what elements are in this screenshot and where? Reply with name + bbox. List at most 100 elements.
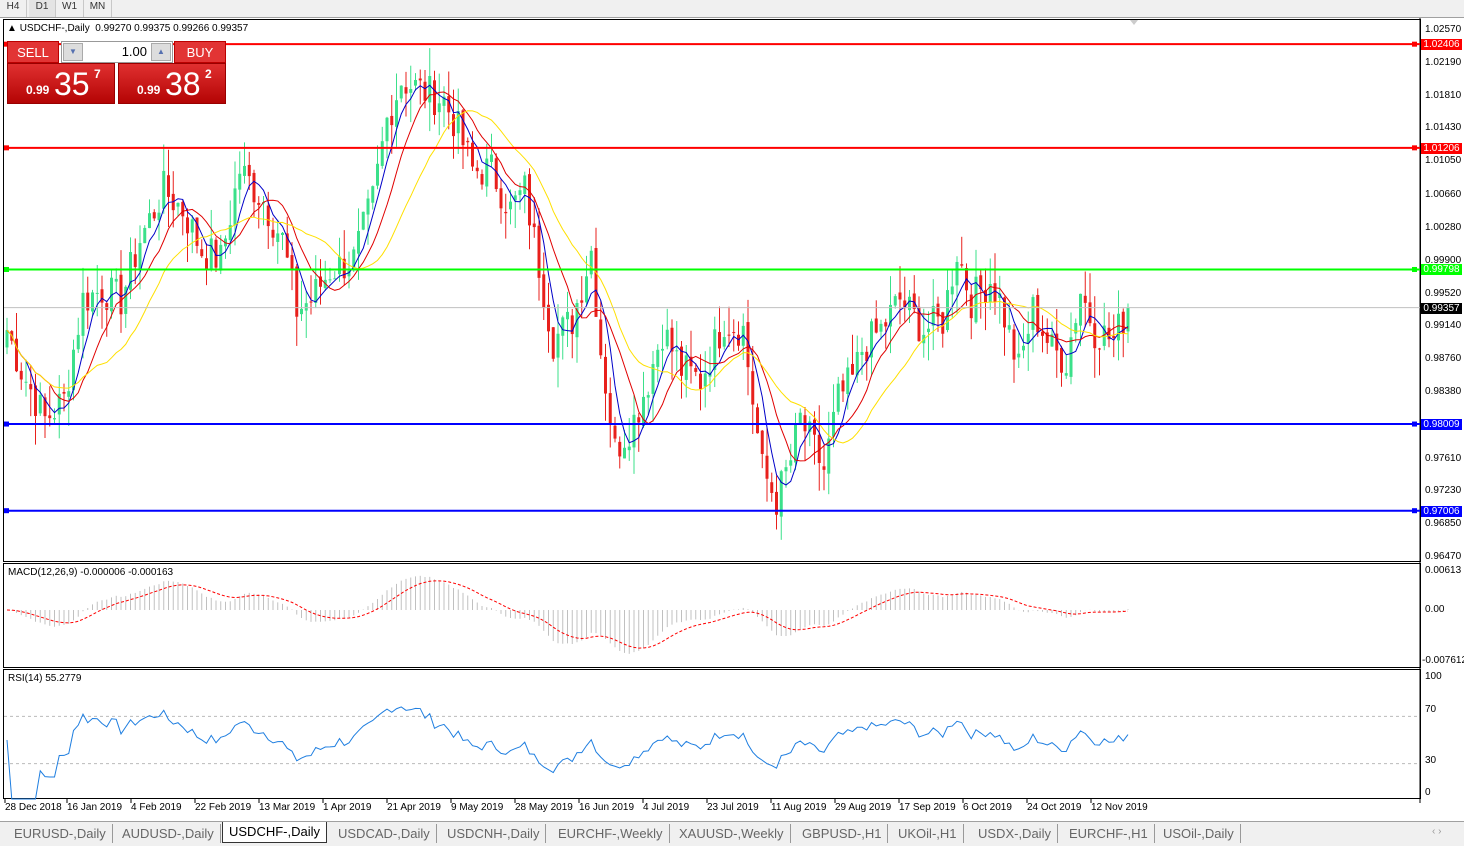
- bull-candle: [632, 414, 636, 448]
- bear-candle: [613, 425, 617, 439]
- lot-decrease-icon[interactable]: ▼: [63, 43, 83, 61]
- collapse-triangle-icon[interactable]: ▲: [7, 23, 17, 34]
- bull-candle: [442, 96, 446, 106]
- bull-candle: [1064, 373, 1068, 376]
- date-axis-label: 24 Oct 2019: [1027, 802, 1082, 813]
- bull-candle: [314, 279, 318, 303]
- rsi-pane: [3, 669, 1421, 799]
- date-axis-label: 17 Sep 2019: [899, 802, 956, 813]
- level-handle: [1412, 41, 1417, 47]
- bear-candle: [1083, 295, 1087, 303]
- bear-candle: [865, 351, 869, 362]
- bear-candle: [133, 254, 137, 267]
- bear-candle: [504, 211, 508, 214]
- chart-tab[interactable]: EURCHF-,Weekly: [552, 824, 670, 843]
- bull-candle: [798, 412, 802, 424]
- price-axis-label: 1.00280: [1425, 221, 1462, 233]
- bear-candle: [599, 319, 603, 356]
- bear-candle: [903, 300, 907, 308]
- price-axis-label: 0.97610: [1425, 452, 1462, 464]
- bear-candle: [119, 274, 123, 315]
- timeframe-h4[interactable]: H4: [0, 0, 27, 17]
- buy-price-pip: 2: [205, 67, 212, 81]
- rsi-axis-0: 0: [1425, 787, 1431, 798]
- bull-candle: [893, 296, 897, 306]
- chart-tab[interactable]: USDCHF-,Daily: [222, 822, 327, 843]
- bull-candle: [399, 85, 403, 99]
- level-price-tag: 1.01206: [1421, 142, 1462, 154]
- bull-candle: [333, 278, 337, 280]
- date-axis-label: 16 Jun 2019: [579, 802, 635, 813]
- bear-candle: [1045, 332, 1049, 343]
- chart-tab[interactable]: EURCHF-,H1: [1063, 824, 1155, 843]
- bear-candle: [452, 114, 455, 137]
- lot-increase-icon[interactable]: ▲: [151, 43, 171, 61]
- bull-candle: [281, 232, 284, 235]
- chart-tab[interactable]: AUDUSD-,Daily: [116, 824, 221, 843]
- bull-candle: [114, 278, 118, 282]
- price-chart[interactable]: [0, 18, 1464, 821]
- bull-candle: [642, 396, 645, 427]
- bear-candle: [532, 223, 536, 228]
- bear-candle: [471, 142, 474, 167]
- bear-candle: [19, 370, 23, 380]
- buy-button[interactable]: BUY: [174, 41, 226, 63]
- chart-tab[interactable]: UKOil-,H1: [892, 824, 964, 843]
- lot-size-field[interactable]: ▼ 1.00 ▲: [61, 41, 173, 63]
- bull-candle: [72, 349, 75, 391]
- chart-tabs: EURUSD-,Daily AUDUSD-,Daily USDCHF-,Daily U…: [0, 821, 1464, 846]
- chart-tab[interactable]: USDCAD-,Daily: [332, 824, 437, 843]
- bull-candle: [1102, 325, 1106, 346]
- bear-candle: [418, 78, 422, 81]
- chart-shift-marker-icon: [1130, 20, 1138, 25]
- bear-candle: [670, 327, 674, 352]
- timeframe-toolbar: H4 D1 W1 MN: [0, 0, 1464, 18]
- sell-button[interactable]: SELL: [7, 41, 59, 63]
- bear-candle: [912, 293, 916, 310]
- bull-candle: [376, 163, 379, 186]
- chart-tab[interactable]: EURUSD-,Daily: [8, 824, 113, 843]
- tab-scroll-arrows-icon[interactable]: ‹ ›: [1432, 826, 1442, 837]
- timeframe-mn[interactable]: MN: [84, 0, 112, 17]
- chart-tab[interactable]: XAUUSD-,Weekly: [673, 824, 791, 843]
- bear-candle: [271, 229, 275, 238]
- bull-candle: [148, 213, 151, 229]
- bear-candle: [694, 368, 698, 372]
- bear-candle: [499, 188, 503, 209]
- bull-candle: [1069, 337, 1073, 377]
- lot-value[interactable]: 1.00: [121, 44, 147, 59]
- bull-candle: [162, 170, 166, 209]
- bull-candle: [385, 117, 389, 142]
- level-handle: [1412, 266, 1417, 272]
- price-axis-label: 1.01050: [1425, 155, 1462, 167]
- bear-candle: [936, 303, 940, 317]
- date-axis-label: 13 Mar 2019: [259, 802, 316, 813]
- rsi-axis-70: 70: [1425, 704, 1437, 715]
- bull-candle: [110, 277, 113, 312]
- bull-candle: [589, 250, 593, 275]
- bull-candle: [228, 225, 232, 241]
- chart-tab[interactable]: USOil-,Daily: [1157, 824, 1241, 843]
- timeframe-w1[interactable]: W1: [56, 0, 84, 17]
- bull-candle: [57, 393, 61, 415]
- bear-candle: [699, 373, 702, 389]
- price-axis-label: 1.00660: [1425, 189, 1462, 200]
- bear-candle: [680, 346, 683, 376]
- chart-tab[interactable]: USDX-,Daily: [972, 824, 1058, 843]
- sell-price-button[interactable]: 0.99 35 7: [7, 63, 115, 104]
- chart-tab[interactable]: USDCNH-,Daily: [441, 824, 547, 843]
- bull-candle: [1079, 293, 1082, 326]
- buy-price-button[interactable]: 0.99 38 2: [118, 63, 226, 104]
- ma-fast-line: [6, 84, 1129, 486]
- rsi-axis-100: 100: [1425, 671, 1442, 682]
- bear-candle: [181, 201, 185, 217]
- bear-candle: [34, 385, 37, 416]
- date-axis-label: 1 Apr 2019: [323, 802, 372, 813]
- rsi-line: [6, 706, 1129, 800]
- timeframe-d1[interactable]: D1: [29, 0, 56, 17]
- date-axis-label: 9 May 2019: [451, 802, 504, 813]
- bear-candle: [100, 289, 104, 303]
- chart-tab[interactable]: GBPUSD-,H1: [796, 824, 889, 843]
- price-axis-label: 1.01430: [1425, 122, 1462, 134]
- bull-candle: [1050, 334, 1054, 347]
